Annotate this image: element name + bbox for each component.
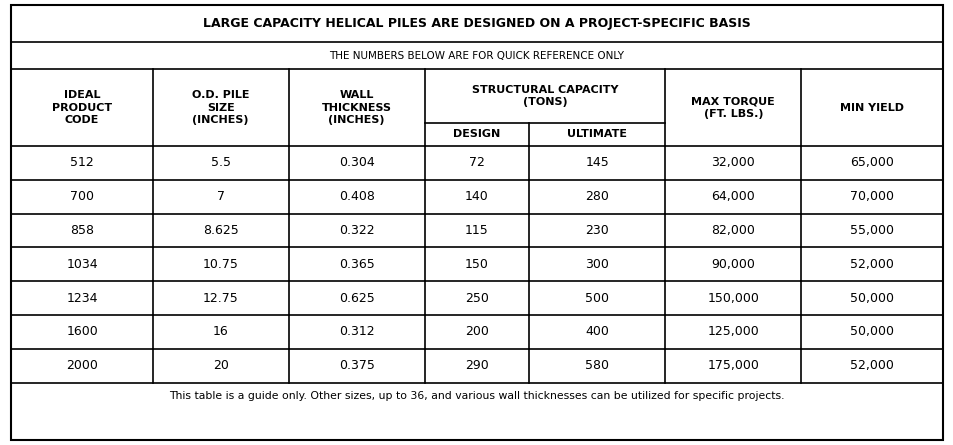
Text: 0.304: 0.304 xyxy=(338,156,375,170)
Text: 145: 145 xyxy=(585,156,609,170)
Text: 2000: 2000 xyxy=(66,359,98,372)
Text: 200: 200 xyxy=(464,325,489,339)
Text: 858: 858 xyxy=(70,224,94,237)
Text: 50,000: 50,000 xyxy=(849,291,893,305)
Text: 175,000: 175,000 xyxy=(706,359,759,372)
Text: 0.625: 0.625 xyxy=(338,291,375,305)
Text: 150,000: 150,000 xyxy=(706,291,759,305)
Text: 65,000: 65,000 xyxy=(849,156,893,170)
Text: 70,000: 70,000 xyxy=(849,190,893,203)
Text: 0.365: 0.365 xyxy=(338,258,375,271)
Text: 52,000: 52,000 xyxy=(849,359,893,372)
Text: LARGE CAPACITY HELICAL PILES ARE DESIGNED ON A PROJECT-SPECIFIC BASIS: LARGE CAPACITY HELICAL PILES ARE DESIGNE… xyxy=(203,17,750,30)
Text: 250: 250 xyxy=(464,291,489,305)
Text: 0.408: 0.408 xyxy=(338,190,375,203)
Text: 150: 150 xyxy=(464,258,489,271)
Text: 32,000: 32,000 xyxy=(711,156,755,170)
Text: 300: 300 xyxy=(585,258,609,271)
Text: 1034: 1034 xyxy=(66,258,98,271)
Text: DESIGN: DESIGN xyxy=(453,129,500,139)
Text: 580: 580 xyxy=(585,359,609,372)
Text: 500: 500 xyxy=(585,291,609,305)
Text: 512: 512 xyxy=(71,156,93,170)
Text: 290: 290 xyxy=(465,359,488,372)
Text: ULTIMATE: ULTIMATE xyxy=(567,129,627,139)
Text: 12.75: 12.75 xyxy=(203,291,238,305)
Text: IDEAL
PRODUCT
CODE: IDEAL PRODUCT CODE xyxy=(52,90,112,125)
Text: 16: 16 xyxy=(213,325,229,339)
Text: 115: 115 xyxy=(465,224,488,237)
Text: 280: 280 xyxy=(585,190,609,203)
Text: 5.5: 5.5 xyxy=(211,156,231,170)
Text: 55,000: 55,000 xyxy=(849,224,893,237)
Text: 0.312: 0.312 xyxy=(338,325,375,339)
Text: 1600: 1600 xyxy=(66,325,98,339)
Text: O.D. PILE
SIZE
(INCHES): O.D. PILE SIZE (INCHES) xyxy=(192,90,249,125)
Text: 7: 7 xyxy=(216,190,225,203)
Text: 20: 20 xyxy=(213,359,229,372)
Text: This table is a guide only. Other sizes, up to 36, and various wall thicknesses : This table is a guide only. Other sizes,… xyxy=(169,391,784,401)
Text: 52,000: 52,000 xyxy=(849,258,893,271)
Text: 0.322: 0.322 xyxy=(338,224,375,237)
Text: MIN YIELD: MIN YIELD xyxy=(839,103,903,113)
Text: 82,000: 82,000 xyxy=(711,224,755,237)
Text: 0.375: 0.375 xyxy=(338,359,375,372)
Text: 125,000: 125,000 xyxy=(707,325,759,339)
Text: 8.625: 8.625 xyxy=(203,224,238,237)
Text: 400: 400 xyxy=(585,325,609,339)
Text: WALL
THICKNESS
(INCHES): WALL THICKNESS (INCHES) xyxy=(321,90,392,125)
Text: THE NUMBERS BELOW ARE FOR QUICK REFERENCE ONLY: THE NUMBERS BELOW ARE FOR QUICK REFERENC… xyxy=(329,51,624,61)
Text: STRUCTURAL CAPACITY
(TONS): STRUCTURAL CAPACITY (TONS) xyxy=(471,85,618,107)
Text: 230: 230 xyxy=(585,224,609,237)
Text: 10.75: 10.75 xyxy=(203,258,238,271)
Text: 64,000: 64,000 xyxy=(711,190,755,203)
Text: 1234: 1234 xyxy=(67,291,98,305)
Text: 50,000: 50,000 xyxy=(849,325,893,339)
Text: 700: 700 xyxy=(70,190,94,203)
Text: MAX TORQUE
(FT. LBS.): MAX TORQUE (FT. LBS.) xyxy=(691,97,775,119)
Text: 90,000: 90,000 xyxy=(711,258,755,271)
Text: 140: 140 xyxy=(465,190,488,203)
Text: 72: 72 xyxy=(469,156,484,170)
